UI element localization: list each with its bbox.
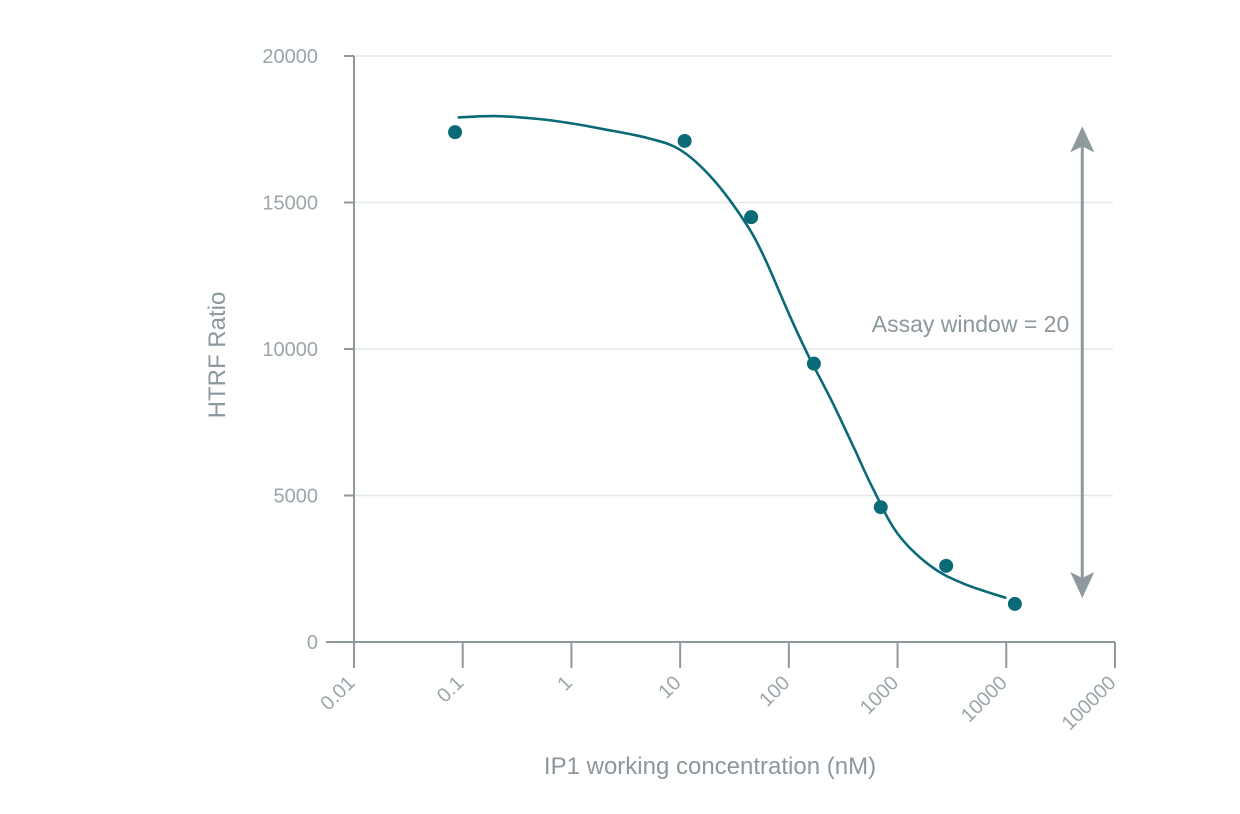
data-points xyxy=(448,125,1022,611)
fit-curve-layer xyxy=(457,114,1007,600)
data-point xyxy=(448,125,463,140)
assay-window-label: Assay window = 20 xyxy=(872,311,1070,337)
x-tick-label: 0.01 xyxy=(316,672,359,715)
arrow-up-icon xyxy=(1070,126,1095,153)
data-point xyxy=(806,356,821,371)
axes: 0 5000 10000 15000 20000 0.01 0.1 1 10 100 1000 100… xyxy=(262,46,1120,735)
data-point xyxy=(1007,596,1022,611)
gridlines xyxy=(354,55,1113,497)
y-tick-label: 0 xyxy=(307,632,318,654)
data-point xyxy=(873,500,888,515)
y-tick-label: 20000 xyxy=(262,46,318,68)
x-tick-label: 1 xyxy=(554,672,577,695)
data-point xyxy=(939,558,954,573)
data-point xyxy=(677,133,692,148)
x-tick-label: 1000 xyxy=(856,672,903,719)
assay-window-annotation: Assay window = 20 xyxy=(872,126,1095,599)
x-tick-label: 0.1 xyxy=(433,672,468,707)
data-point xyxy=(744,210,759,225)
x-axis-title: IP1 working concentration (nM) xyxy=(544,753,876,780)
x-tick-label: 100000 xyxy=(1058,672,1121,735)
y-axis-title: HTRF Ratio xyxy=(204,292,231,419)
y-tick-label: 15000 xyxy=(262,193,318,215)
y-tick-label: 5000 xyxy=(274,486,319,508)
fit-curve xyxy=(457,114,1007,600)
x-tick-label: 10 xyxy=(654,672,685,703)
y-tick-label: 10000 xyxy=(262,339,318,361)
x-tick-label: 10000 xyxy=(957,672,1012,727)
arrow-down-icon xyxy=(1070,572,1095,599)
x-tick-label: 100 xyxy=(755,672,794,711)
